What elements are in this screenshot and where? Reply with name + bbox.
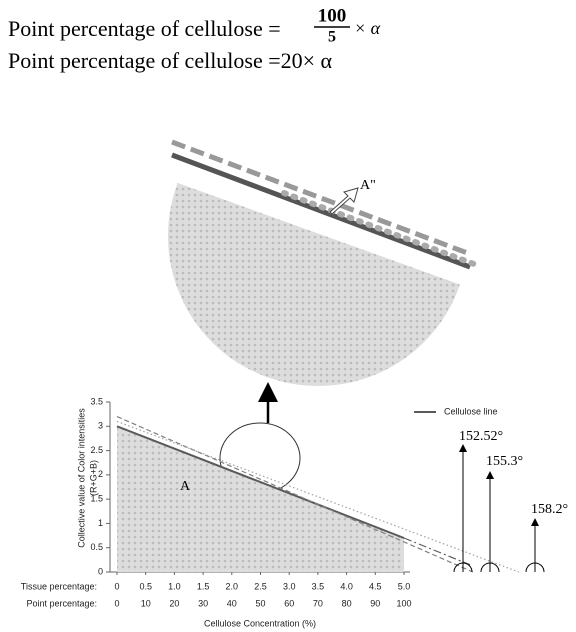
y-axis-label: Collective value of Color intensities <box>76 408 86 548</box>
x-tick-label: 2.0 <box>226 581 239 591</box>
x-tick-title: Tissue percentage: <box>21 581 97 591</box>
x-tick-label: 2.5 <box>254 581 267 591</box>
x-tick-label: 0 <box>114 581 119 591</box>
angle-label: 152.52° <box>459 429 503 444</box>
y-tick-label: 3 <box>98 421 103 431</box>
x-axis-label: Cellulose Concentration (%) <box>204 618 316 628</box>
x2-tick-label: 60 <box>284 598 294 608</box>
x2-tick-label: 40 <box>227 598 237 608</box>
x2-tick-label: 0 <box>114 598 119 608</box>
x-tick-label: 1.5 <box>197 581 210 591</box>
x2-tick-label: 70 <box>313 598 323 608</box>
annotation: A" <box>360 178 376 193</box>
annotation: A <box>180 479 191 494</box>
x-tick-label: 3.5 <box>312 581 325 591</box>
y-axis-label-2: (R+G+B) <box>88 460 98 496</box>
y-tick-label: 1.5 <box>90 494 103 504</box>
x-tick-label: 4.0 <box>340 581 353 591</box>
area <box>117 426 404 572</box>
line <box>403 537 471 566</box>
denominator: 5 <box>328 29 336 46</box>
multiplier: × α <box>354 18 381 38</box>
angle-label: 158.2° <box>531 502 568 517</box>
zoom <box>168 139 477 494</box>
x2-tick-label: 80 <box>342 598 352 608</box>
x2-tick-title: Point percentage: <box>26 598 97 608</box>
zoom-dotted <box>281 190 477 267</box>
y-tick-label: 0.5 <box>90 542 103 552</box>
y-tick-label: 2.5 <box>90 445 103 455</box>
x2-tick-label: 20 <box>169 598 179 608</box>
zoom-dashed <box>171 139 471 257</box>
y-tick-label: 1 <box>98 518 103 528</box>
x2-tick-label: 30 <box>198 598 208 608</box>
legend-label: Cellulose line <box>444 406 498 416</box>
y-tick-label: 0 <box>98 566 103 576</box>
x2-tick-label: 10 <box>141 598 151 608</box>
x2-tick-label: 100 <box>396 598 411 608</box>
angle-label: 155.3° <box>486 454 523 469</box>
x-tick-label: 3.0 <box>283 581 296 591</box>
y-tick-label: 2 <box>98 469 103 479</box>
numerator: 100 <box>318 5 347 26</box>
formula-line1: Point percentage of cellulose = <box>8 16 281 41</box>
zoom-solid <box>171 152 471 270</box>
x2-tick-label: 90 <box>370 598 380 608</box>
x-tick-label: 1.0 <box>168 581 181 591</box>
line <box>116 425 405 539</box>
y-tick-label: 3.5 <box>90 396 103 406</box>
line <box>116 416 474 573</box>
formula-line2: Point percentage of cellulose =20× α <box>8 48 333 73</box>
x-tick-label: 5.0 <box>398 581 411 591</box>
hollow-arrow <box>329 187 359 215</box>
x-tick-label: 4.5 <box>369 581 382 591</box>
x2-tick-label: 50 <box>255 598 265 608</box>
x-tick-label: 0.5 <box>139 581 152 591</box>
